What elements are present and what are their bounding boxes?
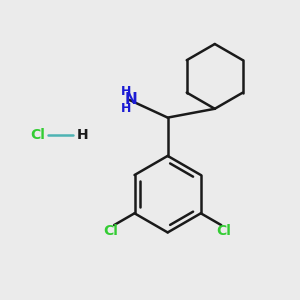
Text: N: N xyxy=(124,92,137,107)
Text: Cl: Cl xyxy=(217,224,232,238)
Text: H: H xyxy=(76,128,88,142)
Text: H: H xyxy=(121,85,131,98)
Text: Cl: Cl xyxy=(104,224,119,238)
Text: Cl: Cl xyxy=(31,128,46,142)
Text: H: H xyxy=(121,102,131,115)
